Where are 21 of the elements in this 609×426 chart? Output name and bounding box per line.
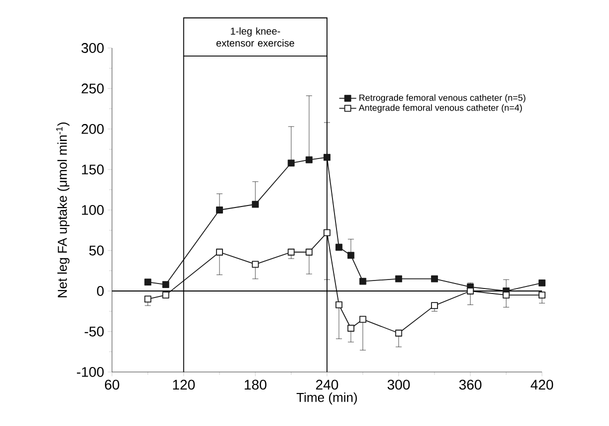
y-tick-label: 50 — [89, 246, 104, 256]
x-axis-title: Time (min) — [296, 392, 357, 405]
y-tick-label: 0 — [97, 286, 104, 296]
legend-label: Antegrade femoral venous catheter (n=4) — [358, 104, 522, 113]
x-tick-label: 360 — [459, 380, 482, 390]
y-tick-label: 250 — [82, 84, 104, 94]
y-tick-label: 300 — [81, 43, 104, 53]
x-tick-label: 120 — [173, 380, 195, 390]
legend-label: Retrograde femoral venous catheter (n=5) — [359, 94, 526, 103]
x-tick-label: 420 — [530, 380, 554, 390]
x-tick-label: 240 — [316, 380, 338, 390]
y-tick-label: 150 — [82, 164, 104, 174]
text: 1-leg knee-extensor exercise — [216, 27, 294, 47]
y-tick-label: 200 — [82, 124, 104, 134]
x-tick-label: 300 — [388, 380, 410, 390]
y-axis-title: Net leg FA uptake (μmol min$^{-1}$) — [56, 122, 70, 298]
x-tick-label: 180 — [244, 380, 266, 390]
x-tick-label: 60 — [104, 380, 120, 390]
y-tick-label: -50 — [84, 326, 104, 336]
y-tick-label: -100 — [76, 367, 104, 377]
y-tick-label: 100 — [82, 205, 104, 215]
